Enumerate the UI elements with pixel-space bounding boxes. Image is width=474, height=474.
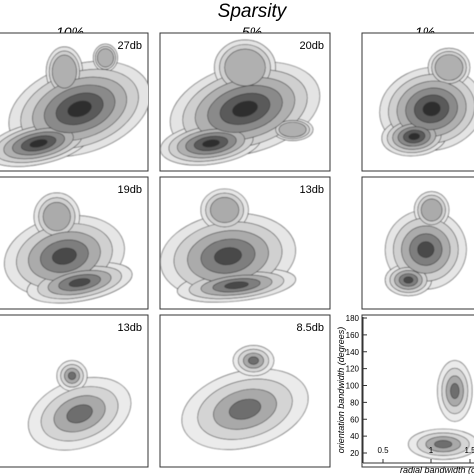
contour-level [228, 398, 262, 420]
contour-level [417, 241, 435, 258]
contour-level [67, 371, 77, 380]
contour-level [67, 100, 92, 118]
y-tick-label: 160 [346, 331, 360, 340]
panel: 13db [0, 314, 149, 468]
density-contours [4, 192, 133, 304]
snr-label: 13db [118, 322, 142, 334]
contour-level [248, 356, 259, 365]
contour-level [232, 100, 258, 118]
snr-label: 13db [300, 184, 324, 196]
y-axis-label: orientation bandwidth (degrees) [336, 327, 346, 454]
y-ticks: 20 40 60 80 100 120 140 160 180 [346, 314, 367, 458]
y-tick-label: 80 [350, 398, 359, 407]
density-contours [0, 43, 148, 167]
x-tick-label: 0.5 [377, 446, 389, 455]
density-contours [28, 360, 132, 451]
density-contours [160, 39, 321, 166]
density-contours [379, 47, 474, 157]
density-contours [160, 188, 296, 303]
contour-level [51, 54, 77, 89]
contour-level [434, 54, 464, 81]
y-tick-label: 20 [350, 449, 359, 458]
y-tick-label: 120 [346, 365, 360, 374]
contour-level [29, 139, 48, 148]
density-contours [384, 191, 467, 297]
snr-label: 8.5db [296, 322, 324, 334]
panel-grid: 27db 20db 19db 13db 13db 8.5db [0, 32, 474, 468]
panel [361, 314, 474, 468]
density-contours [408, 360, 474, 460]
contour-level [202, 139, 220, 148]
panel: 19db [0, 176, 149, 310]
contour-level [224, 281, 249, 289]
panel: 20db [159, 32, 331, 172]
x-ticks: 0.5 1 1.5 [377, 446, 474, 463]
panel: 27db [0, 32, 149, 172]
contour-level [278, 121, 307, 138]
contour-level [434, 440, 453, 449]
y-tick-label: 100 [346, 382, 360, 391]
density-contours [181, 345, 309, 450]
panel: 8.5db [159, 314, 331, 468]
axes-bottom-right: 20 40 60 80 100 120 140 160 180 0.5 1 1.5 orientat… [336, 314, 474, 474]
contour-level [42, 202, 71, 232]
x-tick-label: 1.5 [464, 446, 474, 455]
contour-level [214, 247, 242, 266]
panel [361, 32, 474, 172]
contour-level [210, 197, 240, 223]
contour-level [408, 132, 420, 141]
contour-level [422, 101, 441, 117]
contour-level [420, 198, 443, 222]
snr-label: 27db [118, 40, 142, 52]
y-tick-label: 40 [350, 432, 359, 441]
figure-title: Sparsity [218, 1, 288, 22]
snr-label: 19db [118, 184, 142, 196]
x-tick-label: 1 [429, 446, 434, 455]
snr-label: 20db [300, 40, 324, 52]
contour-level [68, 278, 91, 287]
contour-level [224, 48, 266, 87]
panel: 13db [159, 176, 331, 310]
contour-level [52, 247, 77, 265]
contour-level [66, 404, 93, 424]
y-tick-label: 180 [346, 314, 360, 323]
contour-level [403, 276, 414, 284]
contour-level [450, 383, 460, 399]
x-axis-label: radial bandwidth (oc [400, 465, 474, 474]
contour-level [97, 48, 114, 68]
y-tick-label: 140 [346, 348, 360, 357]
panel [361, 176, 474, 310]
y-tick-label: 60 [350, 415, 359, 424]
